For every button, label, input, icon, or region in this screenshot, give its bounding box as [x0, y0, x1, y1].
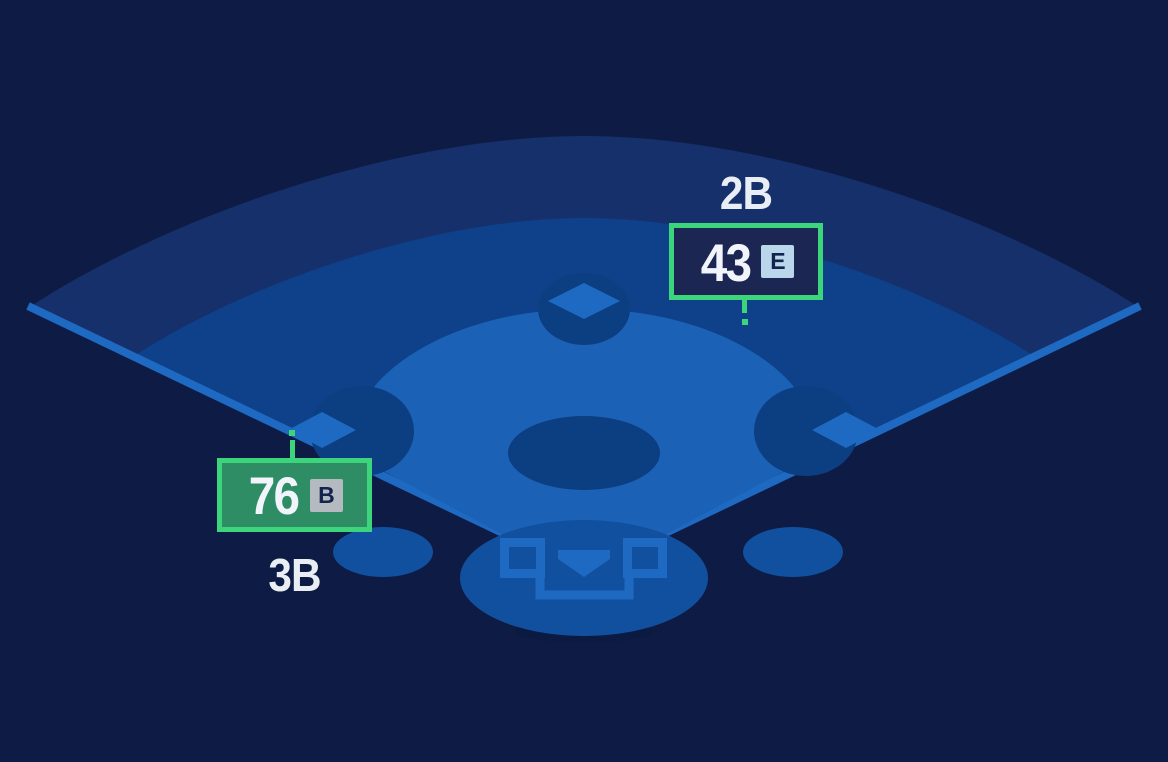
catcher-box	[535, 578, 634, 600]
badge-pointer-dot-2b	[742, 319, 748, 325]
on-deck-circle-left	[333, 527, 433, 577]
badge-pointer-line-3b	[290, 440, 295, 458]
grade-chip-3b: B	[309, 478, 343, 512]
rating-badge-3b[interactable]: 76 B	[217, 458, 372, 532]
badge-pointer-dot-3b	[289, 430, 295, 436]
third-base-marker	[288, 412, 356, 448]
position-label-3b: 3B	[268, 549, 321, 601]
home-plate	[558, 550, 610, 577]
rating-value-3b: 76	[248, 467, 300, 526]
home-plate-circle	[460, 520, 708, 636]
rating-value-2b: 43	[700, 233, 751, 293]
third-base-circle	[310, 386, 414, 476]
on-deck-circle-right	[743, 527, 843, 577]
badge-pointer-line-2b	[742, 300, 747, 313]
grade-chip-2b: E	[761, 245, 795, 278]
first-base-circle	[754, 386, 858, 476]
position-label-2b: 2B	[719, 167, 773, 219]
second-base-marker	[548, 283, 620, 319]
batter-box-left	[500, 538, 545, 578]
pitchers-mound	[508, 416, 660, 490]
batter-box-right	[623, 538, 667, 578]
first-base-marker	[812, 412, 880, 448]
rating-badge-2b[interactable]: 43 E	[669, 223, 823, 300]
